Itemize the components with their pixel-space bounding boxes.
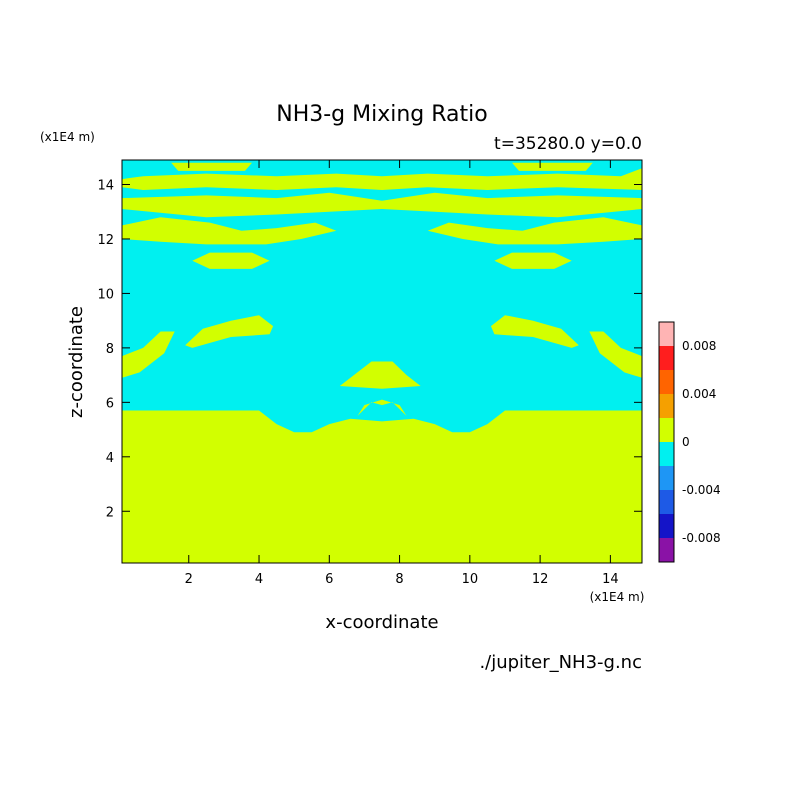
x-tick-label: 10 [462,572,479,587]
x-tick-label: 4 [255,572,263,587]
source-file-label: ./jupiter_NH3-g.nc [479,652,642,673]
colorbar-tick-label: -0.004 [682,483,721,497]
contour-region-left-edge-lobe [122,331,175,378]
colorbar-segment [659,514,674,538]
contour-region-left-band-11 [192,252,270,269]
y-tick-label: 4 [106,451,114,466]
contour-region-right-edge-lobe [589,331,642,378]
colorbar-segment [659,394,674,418]
y-tick-label: 10 [97,287,114,302]
y-tick-label: 12 [97,233,114,248]
colorbar-segment [659,322,674,346]
y-axis-label: z-coordinate [66,306,87,418]
x-tick-label: 14 [602,572,619,587]
plot-frame [121,159,643,564]
x-axis-unit: (x1E4 m) [590,590,645,604]
colorbar-tick-label: -0.008 [682,531,721,545]
colorbar-segment [659,442,674,466]
colorbar-tick-label: 0.004 [682,387,716,401]
y-tick-label: 6 [106,396,114,411]
y-tick-label: 14 [97,179,114,194]
contour-region-left-arm [185,315,274,348]
y-axis-unit: (x1E4 m) [40,130,95,144]
contour-region-left-band-12 [122,217,337,245]
y-tick-label: 2 [106,505,114,520]
colorbar-tick-label: 0.008 [682,339,716,353]
contour-region-lower-layer [122,410,642,563]
contour-region-right-band-11 [494,252,572,269]
colorbar-tick-label: 0 [682,435,690,449]
x-axis: 2 4 6 8 10 12 14 [185,160,619,587]
colorbar-segment [659,466,674,490]
contour-region-central-plume [339,361,421,389]
contour-region-right-band-12 [427,217,642,245]
contour-region-central-blob [357,399,407,416]
colorbar-frame [658,321,675,563]
x-tick-label: 8 [395,572,403,587]
plot-area [122,160,642,563]
colorbar-segment [659,346,674,370]
x-tick-label: 2 [185,572,193,587]
colorbar-segment [659,370,674,394]
chart-subtitle: t=35280.0 y=0.0 [494,134,642,154]
contour-region-top-left-cap [171,162,252,171]
colorbar-segment [659,538,674,562]
x-axis-label: x-coordinate [325,612,438,633]
colorbar-segment [659,418,674,442]
x-tick-label: 6 [325,572,333,587]
colorbar-segment [659,490,674,514]
contour-region-upper-band-13 [122,192,642,218]
colorbar: 0.008 0.004 0 -0.004 -0.008 [658,321,721,563]
chart-title: NH3-g Mixing Ratio [276,102,488,127]
contour-region-top-band-14 [122,168,642,190]
contour-region-right-arm [490,315,579,348]
x-tick-label: 12 [532,572,549,587]
contour-region-top-right-cap [512,162,593,171]
y-axis: 2 4 6 8 10 12 14 [97,179,642,520]
y-tick-label: 8 [106,342,114,357]
